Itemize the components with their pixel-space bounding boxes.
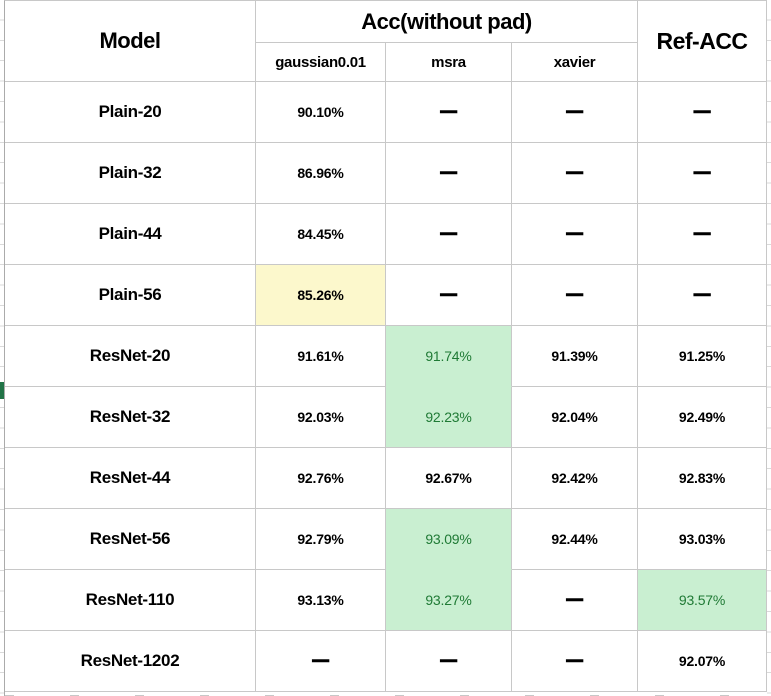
cell-xavier[interactable]: — — [512, 631, 639, 692]
cell-ref-acc[interactable]: 92.49% — [638, 387, 768, 448]
bottom-gridline-strip — [5, 692, 767, 696]
selection-marker — [0, 382, 4, 399]
cell-gaussian[interactable]: 85.26% — [256, 265, 386, 326]
model-cell[interactable]: ResNet-44 — [5, 448, 256, 509]
model-cell[interactable]: ResNet-32 — [5, 387, 256, 448]
model-cell[interactable]: ResNet-56 — [5, 509, 256, 570]
cell-msra[interactable]: — — [386, 82, 512, 143]
cell-ref-acc[interactable]: — — [638, 265, 768, 326]
table-row: Plain-44 84.45% — — — — [5, 204, 768, 265]
cell-gaussian[interactable]: 92.79% — [256, 509, 386, 570]
results-table-wrap: Model Acc(without pad) Ref-ACC gaussian0… — [4, 0, 768, 696]
cell-ref-acc[interactable]: 93.03% — [638, 509, 768, 570]
cell-xavier[interactable]: — — [512, 570, 639, 631]
table-row: ResNet-110 93.13% 93.27% —93.57% — [5, 570, 768, 631]
cell-msra[interactable]: — — [386, 631, 512, 692]
cell-xavier[interactable]: — — [512, 82, 639, 143]
cell-xavier[interactable]: 92.04% — [512, 387, 639, 448]
cell-msra[interactable]: — — [386, 265, 512, 326]
cell-xavier[interactable]: — — [512, 265, 639, 326]
cell-xavier[interactable]: 92.42% — [512, 448, 639, 509]
cell-msra[interactable]: 91.74% — [386, 326, 512, 387]
left-gridline-sliver — [0, 0, 4, 696]
cell-xavier[interactable]: 92.44% — [512, 509, 639, 570]
cell-gaussian[interactable]: 92.76% — [256, 448, 386, 509]
cell-ref-acc[interactable]: — — [638, 204, 768, 265]
cell-gaussian[interactable]: 86.96% — [256, 143, 386, 204]
table-row: ResNet-20 91.61% 91.74% 91.39% 91.25% — [5, 326, 768, 387]
cell-msra[interactable]: 93.27% — [386, 570, 512, 631]
model-cell[interactable]: Plain-56 — [5, 265, 256, 326]
cell-ref-acc[interactable]: 93.57% — [638, 570, 768, 631]
right-gridline-sliver — [767, 0, 771, 696]
table-header: Model Acc(without pad) Ref-ACC gaussian0… — [5, 1, 768, 82]
cell-msra[interactable]: — — [386, 204, 512, 265]
header-model[interactable]: Model — [5, 1, 256, 82]
table-row: Plain-32 86.96% — — — — [5, 143, 768, 204]
table-body: Plain-20 90.10% — — — Plain-32 86.96% — — — Plain-… — [5, 82, 768, 692]
model-cell[interactable]: ResNet-20 — [5, 326, 256, 387]
cell-gaussian[interactable]: — — [256, 631, 386, 692]
cell-gaussian[interactable]: 90.10% — [256, 82, 386, 143]
cell-ref-acc[interactable]: 92.83% — [638, 448, 768, 509]
cell-gaussian[interactable]: 91.61% — [256, 326, 386, 387]
header-acc-without-pad[interactable]: Acc(without pad) — [256, 1, 639, 43]
header-msra[interactable]: msra — [386, 43, 512, 82]
cell-msra[interactable]: 92.67% — [386, 448, 512, 509]
header-ref-acc[interactable]: Ref-ACC — [638, 1, 768, 82]
cell-msra[interactable]: 93.09% — [386, 509, 512, 570]
model-cell[interactable]: Plain-32 — [5, 143, 256, 204]
cell-ref-acc[interactable]: — — [638, 143, 768, 204]
table-row: Plain-56 85.26% — — — — [5, 265, 768, 326]
table-row: ResNet-32 92.03% 92.23% 92.04% 92.49% — [5, 387, 768, 448]
table-row: ResNet-56 92.79% 93.09% 92.44% 93.03% — [5, 509, 768, 570]
cell-xavier[interactable]: — — [512, 143, 639, 204]
cell-xavier[interactable]: 91.39% — [512, 326, 639, 387]
table-row: ResNet-44 92.76% 92.67% 92.42% 92.83% — [5, 448, 768, 509]
cell-ref-acc[interactable]: — — [638, 82, 768, 143]
model-cell[interactable]: ResNet-1202 — [5, 631, 256, 692]
table-row: Plain-20 90.10% — — — — [5, 82, 768, 143]
header-gaussian[interactable]: gaussian0.01 — [256, 43, 386, 82]
header-xavier[interactable]: xavier — [512, 43, 639, 82]
cell-ref-acc[interactable]: 91.25% — [638, 326, 768, 387]
cell-msra[interactable]: 92.23% — [386, 387, 512, 448]
model-cell[interactable]: Plain-20 — [5, 82, 256, 143]
cell-gaussian[interactable]: 92.03% — [256, 387, 386, 448]
results-table: Model Acc(without pad) Ref-ACC gaussian0… — [5, 1, 768, 692]
cell-ref-acc[interactable]: 92.07% — [638, 631, 768, 692]
model-cell[interactable]: ResNet-110 — [5, 570, 256, 631]
cell-gaussian[interactable]: 84.45% — [256, 204, 386, 265]
table-row: ResNet-1202— — —92.07% — [5, 631, 768, 692]
cell-msra[interactable]: — — [386, 143, 512, 204]
model-cell[interactable]: Plain-44 — [5, 204, 256, 265]
cell-gaussian[interactable]: 93.13% — [256, 570, 386, 631]
cell-xavier[interactable]: — — [512, 204, 639, 265]
